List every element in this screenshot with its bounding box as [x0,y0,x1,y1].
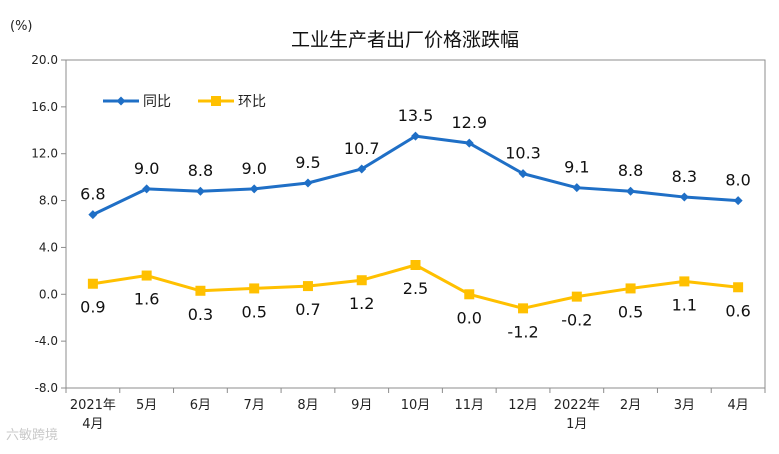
x-tick-label: 9月 [351,398,372,413]
x-tick-label: 2022年 [554,398,600,413]
data-label: 0.5 [241,302,266,321]
x-tick-label: 10月 [401,398,431,413]
y-tick-label: 16.0 [31,100,58,114]
data-label: 0.9 [80,298,105,317]
data-label: 0.0 [457,308,482,327]
x-tick-label: 5月 [136,398,157,413]
data-point-mom [464,289,475,300]
x-tick-label: 12月 [508,398,538,413]
data-label: -0.2 [561,311,592,330]
series-layer [87,131,744,314]
data-point-yoy [679,192,689,202]
y-tick-label: -4.0 [35,334,58,348]
data-label: 13.5 [398,106,434,125]
data-label: 1.2 [349,294,374,313]
data-point-mom [733,282,744,293]
data-label: 9.5 [295,153,320,172]
legend-label: 环比 [238,94,266,110]
data-label: 9.1 [564,158,589,177]
data-point-mom [410,260,421,270]
data-point-yoy [464,138,474,148]
data-point-mom [302,281,313,292]
x-tick-label: 6月 [190,398,211,413]
data-point-yoy [88,210,98,220]
data-label: 1.1 [672,295,697,314]
x-tick-label: 2月 [620,398,641,413]
data-label: 12.9 [451,113,487,132]
data-point-yoy [411,131,420,141]
data-label: -1.2 [507,322,538,341]
data-point-yoy [142,184,152,194]
data-label: 6.8 [80,185,105,204]
x-tick-label: 11月 [454,398,484,413]
x-tick-label: 3月 [674,398,695,413]
data-label: 0.6 [725,301,750,320]
data-label: 8.3 [672,167,697,186]
data-point-mom [356,275,367,286]
data-label: 10.3 [505,144,541,163]
y-tick-label: -8.0 [35,381,58,395]
legend-label: 同比 [143,94,171,110]
x-tick-label: 7月 [244,398,265,413]
data-point-yoy [195,186,205,196]
data-point-mom [141,270,152,281]
data-point-yoy [249,184,259,194]
watermark-text: 六敏跨境 [6,428,59,443]
data-point-yoy [303,178,313,188]
y-tick-label: 4.0 [39,240,58,254]
y-tick-label: 8.0 [39,194,58,208]
data-point-yoy [357,164,367,174]
data-label: 8.0 [725,171,750,190]
data-point-yoy [733,196,743,206]
data-point-yoy [572,183,582,193]
data-point-mom [518,303,529,314]
data-label: 2.5 [403,279,428,298]
data-point-yoy [518,169,528,179]
y-tick-label: 20.0 [31,53,58,67]
y-tick-label: 12.0 [31,147,58,161]
legend-marker [116,96,126,106]
data-point-mom [571,291,582,302]
y-tick-label: 0.0 [39,287,58,301]
data-point-mom [195,285,206,296]
data-label: 10.7 [344,139,380,158]
plot-frame [65,59,766,389]
legend-marker [211,96,221,106]
data-label: 0.3 [188,305,213,324]
x-tick-label: 8月 [297,398,318,413]
data-point-mom [679,276,690,287]
data-labels: 6.8 9.0 8.8 9.0 9.5 10.7 13.5 12.9 10.3 9.1 8.8 8.3… [80,106,751,341]
data-point-mom [249,283,260,294]
x-tick-label: 4月 [82,417,103,432]
x-tick-label: 2021年 [70,398,116,413]
data-label: 0.7 [295,300,320,319]
x-axis: 2021年 4月 5月 6月 7月 8月 9月 10月 11月 12月 2022年 1月 2月 3月 4月 [65,388,766,432]
legend: 同比 环比 [103,94,266,110]
data-label: 1.6 [134,290,159,309]
y-axis: 20.0 16.0 12.0 8.0 4.0 0.0 -4.0 -8.0 [31,53,66,395]
x-tick-label: 1月 [566,417,587,432]
data-label: 0.5 [618,302,643,321]
data-label: 8.8 [618,161,643,180]
x-tick-label: 4月 [727,398,748,413]
data-label: 9.0 [134,159,159,178]
data-point-mom [87,278,98,289]
data-label: 8.8 [188,161,213,180]
unit-label: (%) [10,19,33,34]
data-label: 9.0 [241,159,266,178]
chart-title: 工业生产者出厂价格涨跌幅 [291,29,519,51]
data-point-mom [625,283,636,294]
data-point-yoy [626,186,636,196]
